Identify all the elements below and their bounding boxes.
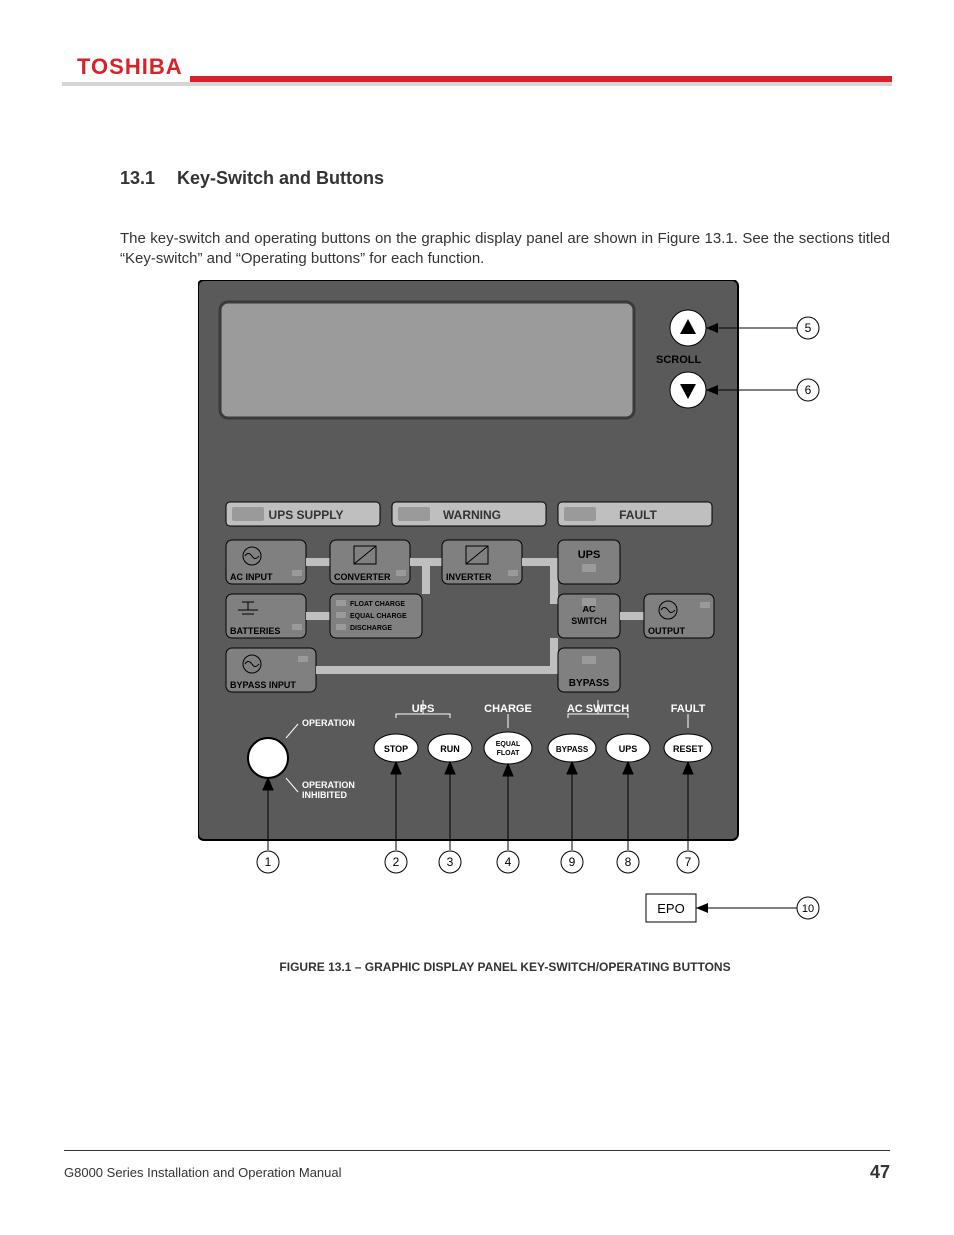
svg-text:OUTPUT: OUTPUT [648, 626, 686, 636]
header-gray-bar [62, 82, 892, 86]
svg-text:AC INPUT: AC INPUT [230, 572, 273, 582]
svg-text:EQUAL CHARGE: EQUAL CHARGE [350, 613, 407, 620]
button-ups[interactable]: UPS [606, 734, 650, 762]
svg-text:BYPASS INPUT: BYPASS INPUT [230, 680, 296, 690]
section-number: 13.1 [120, 168, 172, 189]
svg-text:EQUAL: EQUAL [496, 741, 521, 748]
svg-text:7: 7 [685, 855, 692, 869]
svg-text:FLOAT CHARGE: FLOAT CHARGE [350, 601, 405, 608]
svg-text:OPERATION: OPERATION [302, 718, 355, 728]
body-paragraph: The key-switch and operating buttons on … [120, 229, 890, 270]
figure-caption: FIGURE 13.1 – GRAPHIC DISPLAY PANEL KEY-… [120, 960, 890, 974]
epo-label: EPO [657, 901, 684, 916]
figure-13-1: SCROLL 5 6 UPS SUPPLY WARNING FAULT [198, 280, 758, 940]
svg-text:9: 9 [569, 855, 576, 869]
svg-text:CONVERTER: CONVERTER [334, 572, 391, 582]
svg-text:BYPASS: BYPASS [569, 678, 610, 689]
button-equal-float[interactable]: EQUAL FLOAT [484, 732, 532, 764]
callout-5: 5 [805, 321, 812, 335]
svg-text:BYPASS: BYPASS [556, 745, 589, 754]
svg-text:BATTERIES: BATTERIES [230, 626, 280, 636]
svg-text:SWITCH: SWITCH [571, 616, 607, 626]
svg-text:4: 4 [505, 855, 512, 869]
svg-text:FAULT: FAULT [619, 508, 657, 522]
svg-text:UPS: UPS [619, 744, 638, 754]
svg-text:STOP: STOP [384, 744, 408, 754]
svg-text:FLOAT: FLOAT [497, 750, 521, 757]
svg-text:1: 1 [265, 855, 272, 869]
scroll-label: SCROLL [656, 354, 702, 366]
svg-text:CHARGE: CHARGE [484, 703, 532, 715]
button-bypass[interactable]: BYPASS [548, 734, 596, 762]
svg-text:8: 8 [625, 855, 632, 869]
svg-text:OPERATION: OPERATION [302, 780, 355, 790]
section-heading: 13.1 Key-Switch and Buttons [120, 168, 384, 189]
svg-text:UPS: UPS [578, 549, 601, 561]
svg-text:FAULT: FAULT [671, 703, 706, 715]
callout-6: 6 [805, 383, 812, 397]
button-run[interactable]: RUN [428, 734, 472, 762]
svg-text:3: 3 [447, 855, 454, 869]
svg-text:WARNING: WARNING [443, 508, 501, 522]
svg-text:RESET: RESET [673, 744, 704, 754]
svg-text:INHIBITED: INHIBITED [302, 790, 348, 800]
svg-text:2: 2 [393, 855, 400, 869]
button-stop[interactable]: STOP [374, 734, 418, 762]
footer-title: G8000 Series Installation and Operation … [64, 1165, 342, 1180]
svg-text:INVERTER: INVERTER [446, 572, 492, 582]
section-title: Key-Switch and Buttons [177, 168, 384, 188]
button-reset[interactable]: RESET [664, 734, 712, 762]
status-row: UPS SUPPLY WARNING FAULT [226, 502, 712, 526]
callout-10: 10 [802, 903, 814, 915]
page-number: 47 [870, 1162, 890, 1183]
svg-text:DISCHARGE: DISCHARGE [350, 625, 392, 632]
svg-text:UPS SUPPLY: UPS SUPPLY [269, 508, 344, 522]
brand-logo: TOSHIBA [77, 54, 183, 80]
footer-rule [64, 1150, 890, 1151]
svg-text:RUN: RUN [440, 744, 460, 754]
